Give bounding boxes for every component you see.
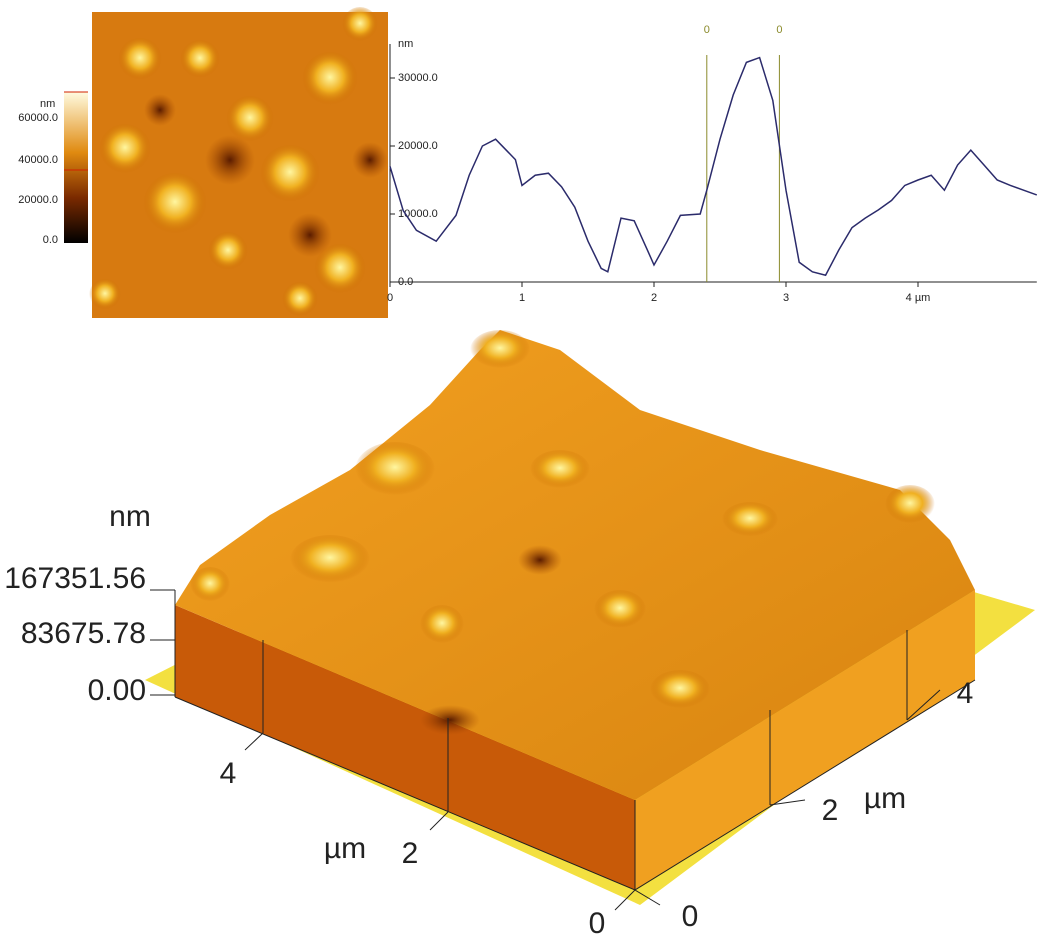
x-unit: µm bbox=[324, 832, 366, 865]
y-axis-label: nm bbox=[398, 38, 413, 50]
y-tick: 4 bbox=[957, 677, 974, 710]
x-tick-label: 1 bbox=[519, 292, 525, 304]
colorbar-unit: nm bbox=[40, 98, 55, 110]
x-tick-label: 3 bbox=[783, 292, 789, 304]
y-tick: 2 bbox=[822, 794, 839, 827]
profile-line bbox=[390, 58, 1037, 276]
y-tick-label: 10000.0 bbox=[398, 208, 438, 220]
x-tick-label: 2 bbox=[651, 292, 657, 304]
z-tick: 167351.56 bbox=[4, 562, 146, 595]
x-tick: 4 bbox=[220, 757, 237, 790]
z-tick: 0.00 bbox=[88, 674, 146, 707]
colorbar-tick: 60000.0 bbox=[18, 112, 58, 124]
y-tick: 0 bbox=[682, 900, 699, 933]
x-tick: 2 bbox=[402, 837, 419, 870]
colorbar bbox=[64, 92, 88, 243]
colorbar-tick: 20000.0 bbox=[18, 194, 58, 206]
z-tick: 83675.78 bbox=[21, 617, 146, 650]
height-map bbox=[89, 7, 388, 318]
y-tick-label: 20000.0 bbox=[398, 140, 438, 152]
x-tick-label: 0 bbox=[387, 292, 393, 304]
y-tick-label: 0.0 bbox=[398, 276, 413, 288]
y-tick-label: 30000.0 bbox=[398, 72, 438, 84]
figure: nm 60000.0 40000.0 20000.0 0.0 nm0.01000… bbox=[0, 0, 1037, 945]
surface-3d bbox=[145, 330, 1035, 910]
cursor-label: 0 bbox=[704, 24, 710, 36]
x-tick: 0 bbox=[589, 907, 606, 940]
profile-chart: nm 0.0 10000.0 20000.0 30000.0 0 1 2 3 4 µm 0 0 bbox=[387, 24, 1037, 304]
colorbar-tick: 0.0 bbox=[43, 234, 58, 246]
y-unit: µm bbox=[864, 782, 906, 815]
z-unit: nm bbox=[109, 500, 151, 533]
cursor-label: 0 bbox=[776, 24, 782, 36]
colorbar-tick: 40000.0 bbox=[18, 154, 58, 166]
x-tick-label: 4 µm bbox=[906, 292, 931, 304]
